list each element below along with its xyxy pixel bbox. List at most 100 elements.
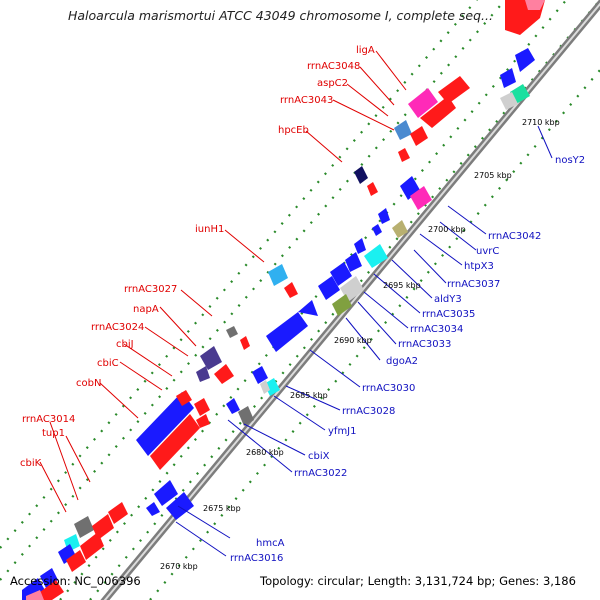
gene-block [266, 312, 308, 352]
tick-label: 2675 kbp [203, 504, 241, 513]
accession-text: Accession: NC_006396 [10, 574, 141, 588]
gene-block [154, 480, 178, 506]
tick-label: 2705 kbp [474, 171, 512, 180]
gene-label: nosY2 [555, 155, 585, 166]
gene-label: rrnAC3028 [342, 406, 395, 417]
gene-label: yfmJ1 [328, 426, 357, 437]
gene-label: rrnAC3042 [488, 231, 541, 242]
tick-label: 2690 kbp [334, 336, 372, 345]
gene-block [80, 532, 104, 560]
gene-block [500, 92, 518, 110]
gene-label: rrnAC3048 [307, 61, 360, 72]
gene-block [196, 414, 210, 428]
gene-label: rrnAC3027 [124, 284, 177, 295]
gene-block [420, 96, 456, 128]
gene-label: tup1 [42, 428, 65, 439]
gene-label: htpX3 [464, 261, 494, 272]
tick-label: 2695 kbp [383, 281, 421, 290]
gene-label: cbiJ [116, 339, 134, 350]
gene-block [74, 516, 94, 538]
label-leader-lines [39, 50, 553, 557]
gene-block [214, 364, 234, 384]
gene-label: dgoA2 [386, 356, 418, 367]
gene-block [515, 48, 535, 72]
gene-block [260, 380, 270, 394]
gene-block [176, 390, 192, 406]
gene-block [108, 502, 128, 524]
scale-ticks: 2670 kbp 2675 kbp 2680 kbp 2685 kbp 2690… [160, 118, 560, 571]
gene-label: cobN [76, 378, 101, 389]
gene-block [354, 166, 368, 184]
gene-label: rrnAC3030 [362, 383, 415, 394]
gene-block [345, 252, 362, 272]
gene-label: rrnAC3035 [422, 309, 475, 320]
gene-block [298, 300, 318, 316]
gene-label: iunH1 [195, 224, 224, 235]
gene-block [226, 326, 238, 338]
gene-features [22, 0, 545, 600]
gene-label: uvrC [476, 246, 499, 257]
gene-block [196, 366, 210, 382]
gene-block [367, 182, 378, 196]
left-gene-labels: ligA rrnAC3048 aspC2 rrnAC3043 hpcEb iun… [20, 45, 375, 469]
gene-block [354, 238, 366, 254]
gene-block [268, 264, 288, 286]
gene-label: napA [133, 304, 159, 315]
gene-block [398, 148, 410, 162]
gene-block [318, 276, 340, 300]
gene-block [194, 398, 210, 416]
gene-label: rrnAC3033 [398, 339, 451, 350]
tick-label: 2670 kbp [160, 562, 198, 571]
summary-text: Topology: circular; Length: 3,131,724 bp… [259, 574, 576, 588]
tick-label: 2700 kbp [428, 225, 466, 234]
gene-block [240, 336, 250, 350]
gene-block [200, 346, 222, 370]
gene-block [525, 0, 545, 10]
gene-block [364, 244, 388, 268]
gene-label: rrnAC3022 [294, 468, 347, 479]
gene-block [330, 262, 352, 286]
gene-block [40, 580, 64, 600]
gene-block [146, 502, 160, 516]
gene-block [332, 294, 352, 316]
tick-label: 2710 kbp [522, 118, 560, 127]
gene-block [410, 126, 428, 146]
gene-label: rrnAC3016 [230, 553, 283, 564]
right-gene-labels: nosY2 rrnAC3042 uvrC htpX3 rrnAC3037 ald… [230, 155, 585, 564]
gene-label: rrnAC3037 [447, 279, 500, 290]
gene-block [66, 550, 86, 572]
gene-label: cbiK [20, 458, 42, 469]
gene-block [284, 282, 298, 298]
gene-block [392, 220, 408, 238]
gene-block [378, 208, 390, 224]
gene-label: aspC2 [317, 78, 348, 89]
gene-block [150, 414, 200, 470]
gene-label: cbiX [308, 451, 330, 462]
gene-block [136, 392, 194, 456]
gene-block [410, 186, 432, 210]
gene-block [226, 398, 240, 414]
gene-block [166, 492, 194, 520]
map-title: Haloarcula marismortui ATCC 43049 chromo… [68, 8, 493, 23]
tick-label: 2680 kbp [246, 448, 284, 457]
gene-block [372, 224, 382, 236]
gene-label: cbiC [97, 358, 119, 369]
gene-label: hpcEb [278, 125, 309, 136]
gene-block [408, 88, 438, 118]
gene-block [264, 378, 280, 396]
gene-label: aldY3 [434, 294, 462, 305]
gene-label: rrnAC3034 [410, 324, 463, 335]
gene-block [394, 120, 412, 140]
tick-label: 2685 kbp [290, 391, 328, 400]
gene-block [26, 590, 44, 600]
gene-label: rrnAC3024 [91, 322, 144, 333]
gene-block [252, 366, 268, 384]
gene-block [238, 406, 254, 426]
gene-block [438, 76, 470, 104]
gene-label: rrnAC3043 [280, 95, 333, 106]
gene-label: hmcA [256, 538, 285, 549]
gene-label: ligA [356, 45, 375, 56]
gene-label: rrnAC3014 [22, 414, 75, 425]
